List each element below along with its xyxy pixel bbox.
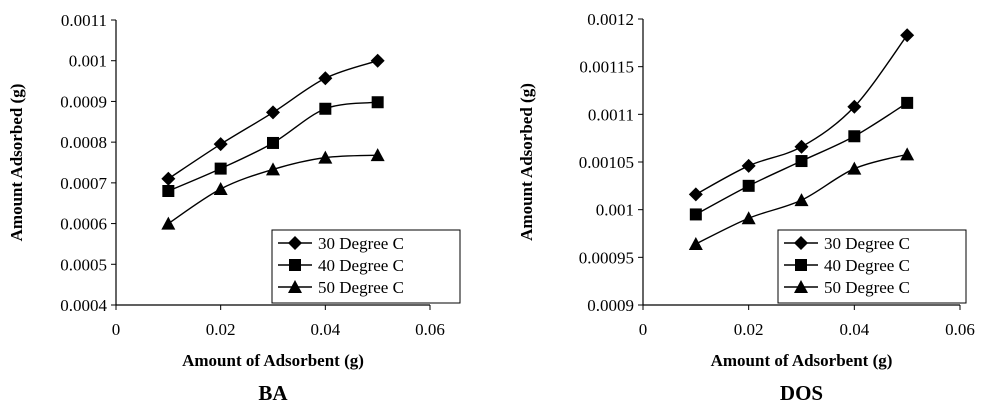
data-point — [900, 147, 915, 161]
y-tick-label: 0.00105 — [579, 153, 634, 172]
chart-panel-ba: 0.0004 0.0005 0.0006 0.0007 0.0008 0.0009 0.00… — [7, 11, 461, 405]
series-1 — [688, 28, 915, 202]
data-point — [213, 137, 228, 152]
data-point — [847, 161, 862, 175]
data-point — [794, 139, 809, 154]
y-axis-title: Amount Adsorbed (g) — [7, 84, 26, 242]
data-point — [901, 96, 914, 109]
legend-box — [271, 229, 461, 304]
legend-marker — [794, 280, 808, 293]
data-point — [795, 155, 808, 168]
data-point — [689, 208, 702, 221]
data-point — [794, 193, 809, 207]
x-tick-label: 0.04 — [310, 320, 340, 339]
y-tick-label: 0.0007 — [60, 174, 107, 193]
data-point — [162, 185, 175, 197]
series-line — [695, 34, 908, 196]
legend: 30 Degree C 40 Degree C 50 Degree C — [777, 229, 967, 304]
x-tick-label: 0.04 — [839, 320, 869, 339]
x-tick-label: 0.02 — [206, 320, 236, 339]
legend-marker — [795, 259, 807, 271]
y-tick-label: 0.00115 — [579, 58, 634, 77]
legend-marker — [288, 280, 302, 293]
series-1 — [161, 53, 385, 186]
series-3 — [688, 147, 915, 250]
legend-label: 40 Degree C — [824, 256, 910, 275]
data-point — [688, 187, 703, 202]
data-point — [847, 99, 862, 114]
data-point — [318, 150, 333, 164]
data-point — [318, 71, 333, 86]
y-tick-label: 0.0009 — [60, 92, 107, 111]
y-tick-label: 0.0008 — [60, 133, 107, 152]
data-point — [161, 171, 176, 186]
data-point — [848, 130, 861, 143]
panel-label: BA — [258, 381, 288, 405]
data-point — [161, 216, 176, 230]
y-tick-label: 0.0011 — [61, 11, 107, 30]
legend-label: 30 Degree C — [318, 234, 404, 253]
x-tick-label: 0 — [639, 320, 648, 339]
data-point — [688, 236, 703, 250]
x-axis-title: Amount of Adsorbent (g) — [711, 351, 893, 370]
x-axis-title: Amount of Adsorbent (g) — [182, 351, 364, 370]
legend-marker — [288, 236, 302, 250]
data-point — [371, 96, 384, 109]
y-tick-label: 0.00095 — [579, 248, 634, 267]
legend-box — [777, 229, 967, 304]
data-point — [213, 181, 228, 195]
data-point — [266, 105, 280, 120]
x-tick-label: 0.06 — [415, 320, 445, 339]
x-tick-label: 0.02 — [734, 320, 764, 339]
y-tick-label: 0.0004 — [60, 296, 107, 315]
legend-label: 50 Degree C — [318, 278, 404, 297]
data-point — [214, 162, 227, 175]
data-point — [267, 136, 279, 149]
series-3 — [161, 148, 385, 230]
data-point — [741, 158, 756, 173]
data-point — [319, 102, 332, 115]
legend: 30 Degree C 40 Degree C 50 Degree C — [271, 229, 461, 304]
panel-label: DOS — [780, 381, 823, 405]
series-line — [167, 60, 378, 180]
series-2 — [689, 96, 914, 221]
legend-marker — [289, 259, 301, 271]
y-tick-label: 0.0012 — [587, 10, 634, 29]
legend-label: 50 Degree C — [824, 278, 910, 297]
y-tick-label: 0.0011 — [588, 105, 634, 124]
data-point — [370, 148, 385, 162]
series-2 — [162, 96, 384, 197]
legend-label: 40 Degree C — [318, 256, 404, 275]
y-tick-label: 0.0009 — [587, 296, 634, 315]
data-point — [370, 53, 385, 68]
data-point — [741, 211, 756, 225]
y-tick-label: 0.0005 — [60, 255, 107, 274]
y-axis-title: Amount Adsorbed (g) — [517, 83, 536, 241]
chart-panel-dos: 0.0009 0.00095 0.001 0.00105 0.0011 0.00115 0.… — [517, 10, 975, 405]
y-tick-label: 0.001 — [69, 52, 107, 71]
y-tick-label: 0.0006 — [60, 215, 107, 234]
data-point — [900, 28, 915, 43]
data-point — [742, 179, 755, 192]
x-tick-label: 0.06 — [945, 320, 975, 339]
x-tick-label: 0 — [112, 320, 121, 339]
data-point — [266, 162, 280, 176]
legend-marker — [794, 236, 808, 250]
legend-label: 30 Degree C — [824, 234, 910, 253]
y-tick-label: 0.001 — [596, 201, 634, 220]
